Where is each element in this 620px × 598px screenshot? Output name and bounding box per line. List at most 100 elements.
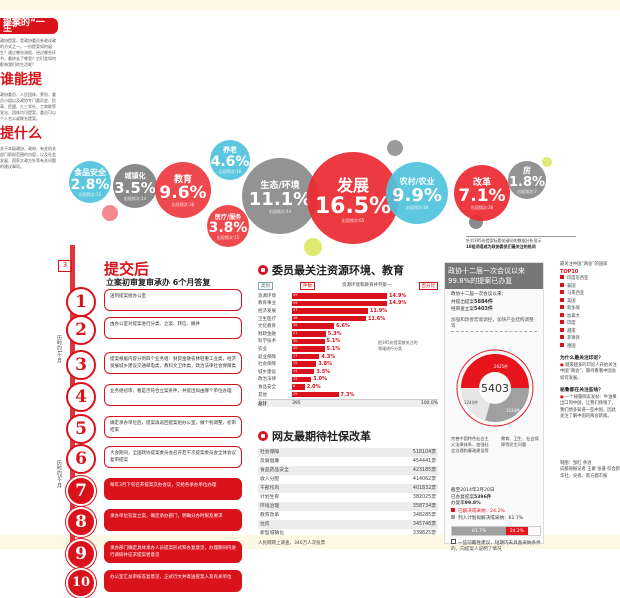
topic-pct: 11.6%: [367, 315, 386, 322]
total-label: 总计: [258, 402, 267, 408]
social-topic: 新型城镇化: [260, 531, 284, 536]
decor-dot: [102, 205, 118, 221]
bubble-label: 发展: [336, 176, 369, 195]
legend-red-swatch: [451, 507, 455, 512]
bullet-icon: [560, 290, 564, 294]
donut-seg-light: [461, 388, 490, 421]
country-name: 菲律宾: [567, 336, 580, 341]
country-name: 德国: [567, 343, 576, 349]
topic-count: 8: [293, 384, 296, 389]
decor-dot: [304, 238, 322, 256]
country-item: 新加坡: [560, 305, 620, 313]
bubble-freq: 出现频次:18: [218, 169, 242, 174]
topic-pct: 14.9%: [389, 292, 407, 299]
social-title-text: 网友最期待社保改革: [272, 430, 371, 443]
bubble-6: 发展 16.5% 出现频次:65: [307, 152, 399, 244]
bubble-label: 农村/农业: [399, 176, 435, 186]
bubble-pct: 3.5%: [114, 178, 156, 197]
topic-bar: 29: [292, 391, 339, 398]
rate-label: 办复率: [451, 501, 465, 506]
bubble-5: 生态/环境 11.1% 出现频次:44: [242, 158, 318, 234]
topic-row: 科学技术 20 5.1%: [258, 338, 438, 346]
topic-count: 17: [293, 353, 298, 358]
topic-row: 财政金融 21 5.3%: [258, 330, 438, 338]
bubble-7: 农村/农业 9.9% 出现频次:39: [386, 162, 448, 224]
done-header: 政协十二届一次会议以来99.8%的提案已办复: [445, 263, 543, 289]
summary-line: 政协十二届一次会议以来：: [451, 292, 507, 297]
topic-count: 12: [293, 376, 298, 381]
topic-name: 农业: [258, 346, 267, 352]
bubble-freq: 出现频次:44: [268, 208, 292, 214]
topic-bar: 20: [292, 346, 325, 352]
note-line: 针对395份提案标题关键词的数据分析显示: [466, 238, 542, 243]
donut-seg-grey: [485, 388, 529, 423]
step-text: 业务组初审，看是否符合立案条件，并提出拟由哪个单位办理: [104, 384, 242, 406]
section-number: 3: [58, 260, 72, 272]
topic-count: 46: [293, 315, 298, 320]
bubble-label: 食品安全: [74, 167, 106, 177]
topic-count: 20: [293, 338, 298, 343]
top-note: 加强和改善宏观调控，加快产业结构调整等: [451, 318, 537, 332]
section-icon: [258, 265, 268, 275]
topic-pct: 3.5%: [316, 368, 331, 375]
country-name: 印度: [567, 321, 576, 326]
social-row: 新型城镇化 339825票: [258, 529, 438, 538]
social-title: 网友最期待社保改革: [258, 428, 438, 444]
donut-outline: [456, 349, 534, 427]
topics-total: 总计 395 100.0%: [258, 399, 438, 408]
social-row: 教育改革 348285票: [258, 511, 438, 520]
social-section: 网友最期待社保改革 社会保障 518104票 反腐倡廉 454441票 食品药品安全 42…: [258, 428, 438, 546]
topic-count: 59: [293, 300, 298, 305]
bubble-label: 城镇化: [124, 171, 146, 180]
period-2: 历时约5个月: [56, 460, 63, 489]
social-topic: 反腐倡廉: [260, 459, 280, 464]
topic-pct: 7.3%: [340, 391, 355, 398]
social-topic: 收入分配: [260, 477, 280, 482]
step-number: 10: [66, 568, 96, 598]
country-item: 印度: [560, 320, 620, 328]
bubble-pct: 7.1%: [458, 186, 506, 206]
process-title: 提交后: [104, 260, 150, 278]
bubble-label: 改革: [472, 178, 491, 188]
bubble-freq: 出现频次:38: [171, 202, 195, 207]
country-name: 越南: [567, 328, 576, 334]
answer-2: ● 一个秘鲁网友发帖：牛油果出口到中国，让我们挣钱了，我们想多知道一些中国，因此…: [560, 394, 617, 420]
topics-title-text: 委员最关注资源环境、教育: [272, 264, 404, 277]
question-1: 为什么最关注印尼？: [560, 356, 604, 361]
topic-bar: 26: [292, 323, 335, 329]
left-title: 提案的“一生”: [0, 18, 58, 34]
bullet-icon: [560, 305, 564, 309]
bubble-1: 城镇化 3.5% 出现频次:14: [113, 164, 157, 208]
social-row: 收入分配 414062票: [258, 475, 438, 484]
topic-name: 社会保障: [258, 362, 276, 368]
summary-value: 5884件: [473, 298, 493, 305]
bubble-label: 房: [523, 166, 531, 175]
topic-bar: 12: [292, 376, 312, 383]
topic-pct: 6.6%: [336, 323, 350, 330]
process-step: 5 确定承办单位后，提案再返回提案组办公室，做个别调整，初审结束: [66, 414, 248, 444]
bullet-icon: [560, 342, 564, 347]
legend-red: 已解决或采纳：24.2%: [458, 508, 505, 514]
topics-header: 类别 件数 资源环境和教育并列第一 百分比: [258, 282, 438, 290]
process-step: 9 承办部门确定具体承办人员提案形式和办复意见，办理期间内进行调研并征求提案者意见: [66, 539, 248, 569]
topic-row: 卫生医疗 46 11.6%: [258, 315, 438, 323]
topic-bar: 21: [292, 331, 326, 337]
bullet-icon: [560, 297, 564, 302]
bar-grey: 61.7%: [452, 526, 507, 535]
topic-row: 城乡建设 14 3.5%: [258, 368, 438, 376]
topic-name: 科学技术: [258, 339, 276, 345]
bullet-icon: [560, 320, 564, 324]
decor-dot: [387, 140, 403, 156]
step-number: 8: [66, 507, 96, 537]
step-number: 9: [66, 539, 96, 569]
process-step: 3 提案根据内容分到四个业务组：财贸金融农林轻重工业类，经济发展城乡建设交通邮电类…: [66, 350, 248, 380]
step-number: 5: [66, 414, 96, 444]
topic-pct: 4.3%: [321, 353, 336, 360]
col-category: 类别: [258, 282, 273, 290]
right-sidebar: 最关注中国“两会”的国家 TOP10 印度尼西亚 泰国 马来西亚 美国 新加坡 加拿大 印度…: [560, 262, 620, 480]
bubble-pct: 3.8%: [208, 219, 248, 236]
step-number: 1: [66, 287, 96, 317]
bar-red: 24.2%: [506, 526, 528, 535]
topic-name: 教育事业: [258, 301, 276, 307]
process-step: 8 承办单位答复立案，确定承办部门，明确分办时限及要求: [66, 507, 248, 537]
